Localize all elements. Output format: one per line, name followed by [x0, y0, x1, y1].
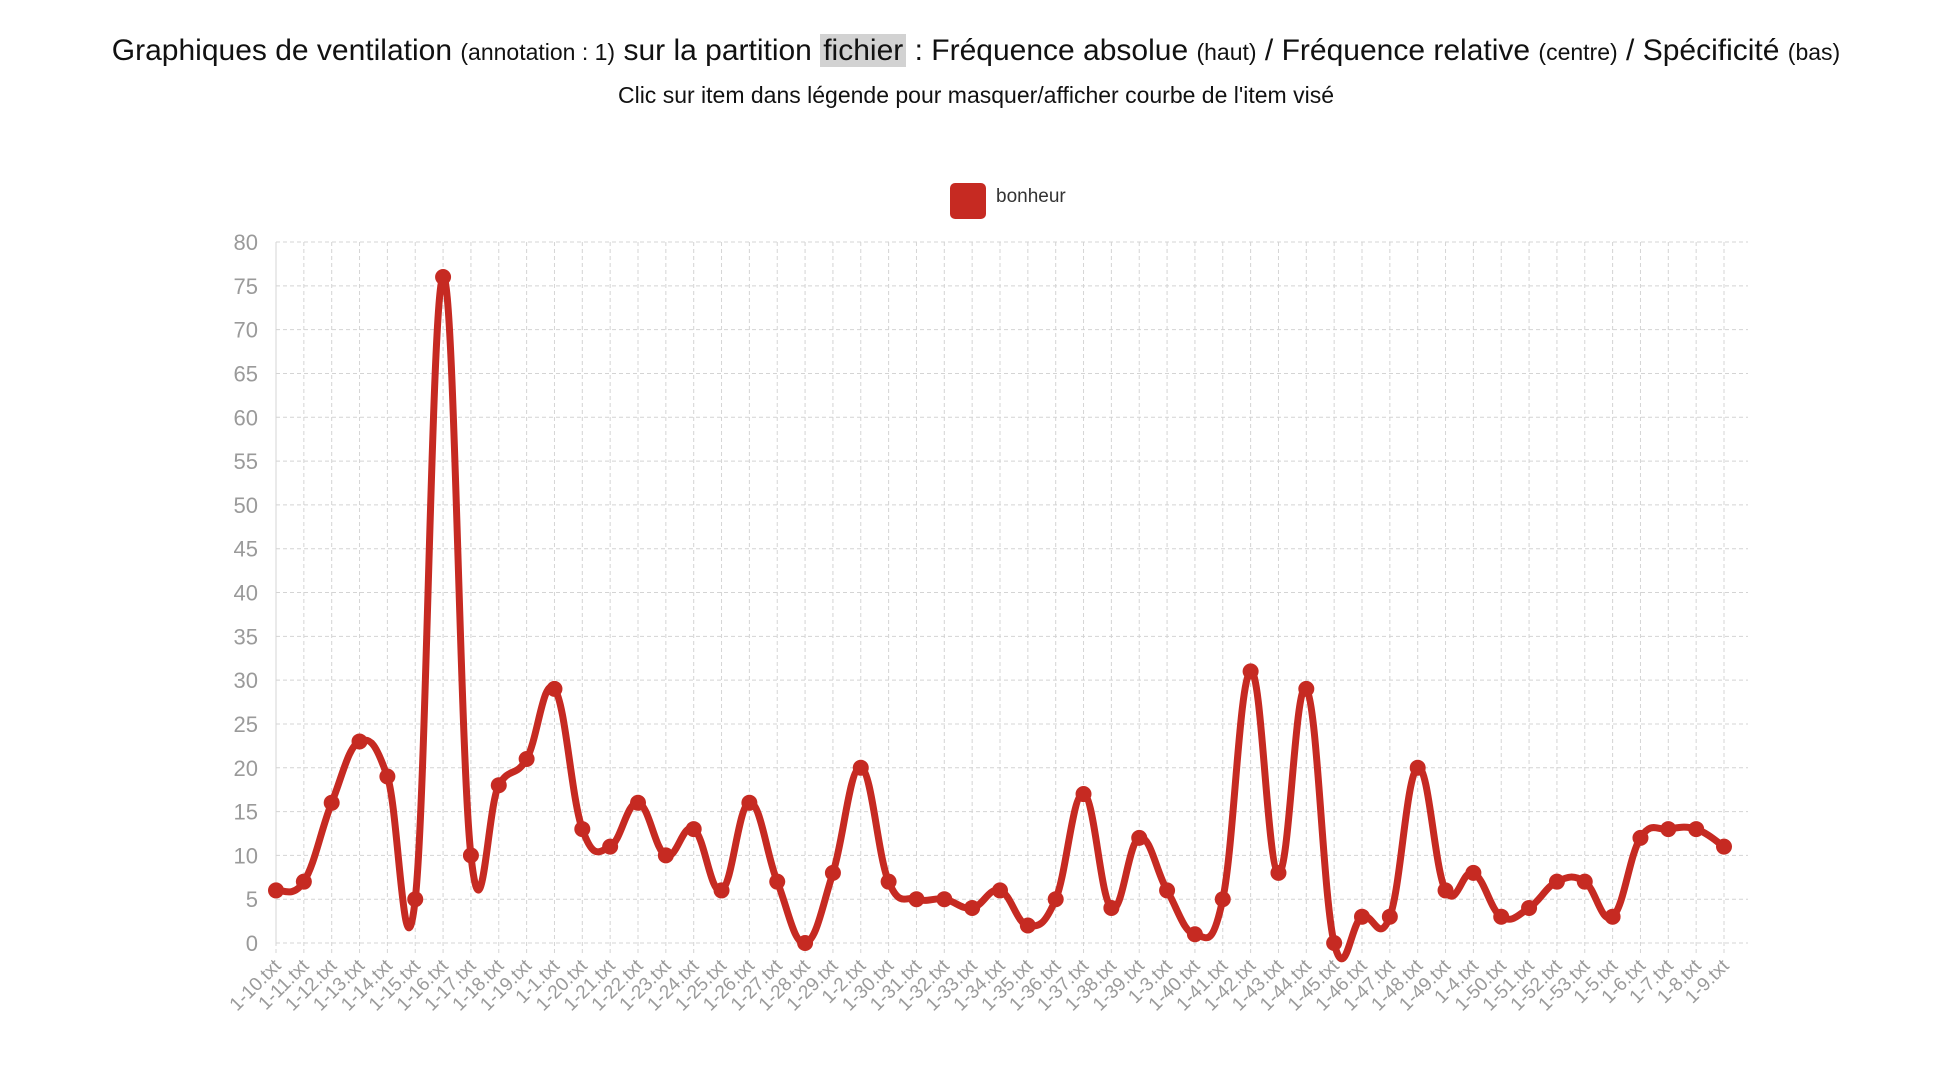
chart-subtitle: Clic sur item dans légende pour masquer/… [617, 82, 1335, 108]
data-point [1214, 891, 1231, 908]
data-point [1131, 829, 1148, 846]
chart-title: Graphiques de ventilation (annotation : … [0, 34, 1952, 68]
data-point [769, 873, 786, 890]
data-point [268, 882, 284, 899]
y-tick-label: 30 [234, 668, 258, 693]
legend-label-bonheur: bonheur [996, 186, 1066, 207]
series-line-bonheur [272, 273, 1728, 963]
data-point [379, 768, 396, 785]
data-point [880, 873, 897, 890]
y-tick-label: 70 [234, 318, 258, 343]
data-point [797, 935, 814, 951]
data-point [1465, 864, 1482, 881]
data-point [630, 794, 646, 811]
title-annotation: (annotation : 1) [460, 39, 616, 65]
data-point [657, 847, 674, 864]
data-point [852, 759, 869, 776]
data-point [546, 680, 563, 697]
data-point [908, 891, 925, 908]
data-point [1354, 908, 1370, 925]
title-sep-1: / [1264, 34, 1274, 67]
data-point [407, 891, 424, 908]
data-point [1326, 935, 1343, 951]
series-layer [268, 269, 1732, 963]
data-point [685, 821, 702, 838]
y-tick-label: 45 [234, 537, 258, 562]
title-main: Graphiques de ventilation [111, 34, 453, 67]
data-point [1660, 821, 1677, 838]
title-partition: fichier [820, 34, 907, 67]
data-point [1103, 899, 1120, 916]
data-point [824, 864, 841, 881]
data-point [602, 838, 619, 855]
legend[interactable]: bonheur [950, 183, 1066, 219]
y-tick-label: 55 [234, 449, 258, 474]
title-colon: : [914, 34, 923, 67]
y-axis-ticks: 0 5 10 15 20 25 30 35 40 45 50 55 60 65 70 75 80 [234, 230, 258, 956]
y-tick-label: 15 [234, 800, 258, 825]
title-spec: Spécificité [1642, 34, 1780, 67]
data-point [1493, 908, 1510, 925]
data-point [1381, 908, 1398, 925]
data-point [1688, 821, 1705, 838]
data-point [1437, 882, 1454, 899]
y-tick-label: 75 [234, 274, 258, 299]
data-point [1521, 899, 1538, 916]
title-mid: sur la partition [623, 34, 812, 67]
data-point [1019, 917, 1036, 934]
data-point [1576, 873, 1593, 890]
data-point [435, 269, 452, 286]
title-spec-pos: (bas) [1787, 39, 1841, 65]
y-tick-label: 35 [234, 624, 258, 649]
legend-swatch-bonheur [950, 183, 986, 219]
data-point [295, 873, 312, 890]
data-point [713, 882, 730, 899]
data-point [574, 821, 591, 838]
data-point [1409, 759, 1426, 776]
data-point [992, 882, 1008, 899]
data-point [351, 733, 368, 750]
data-point [1270, 864, 1287, 881]
title-rel: Fréquence relative [1281, 34, 1531, 67]
title-sep-2: / [1626, 34, 1635, 67]
y-tick-label: 40 [234, 581, 258, 606]
data-point [490, 777, 507, 794]
grid [275, 241, 1748, 955]
x-axis-ticks: 1-10.txt1-11.txt1-12.txt1-13.txt1-14.txt… [226, 955, 1734, 1015]
data-point [1548, 873, 1565, 890]
data-point [1242, 663, 1259, 680]
title-abs: Fréquence absolue [931, 34, 1189, 67]
title-rel-pos: (centre) [1538, 39, 1618, 65]
data-point [1047, 891, 1064, 908]
y-tick-label: 80 [234, 230, 258, 255]
data-point [323, 794, 340, 811]
data-point [741, 794, 758, 811]
y-tick-label: 10 [234, 843, 258, 868]
y-tick-label: 20 [234, 756, 258, 781]
data-point [462, 847, 479, 864]
data-point [1298, 680, 1315, 697]
data-point [1632, 829, 1649, 846]
data-point [964, 899, 981, 916]
title-abs-pos: (haut) [1196, 39, 1257, 65]
data-point [1186, 926, 1203, 943]
y-tick-label: 0 [246, 931, 258, 956]
y-tick-label: 50 [234, 493, 258, 518]
y-tick-label: 25 [234, 712, 258, 737]
data-point [1716, 838, 1732, 855]
data-point [936, 891, 953, 908]
data-point [1159, 882, 1176, 899]
data-point [1075, 786, 1092, 803]
data-point [518, 750, 535, 767]
y-tick-label: 5 [246, 887, 258, 912]
data-point [1604, 908, 1621, 925]
y-tick-label: 60 [234, 405, 258, 430]
y-tick-label: 65 [234, 361, 258, 386]
